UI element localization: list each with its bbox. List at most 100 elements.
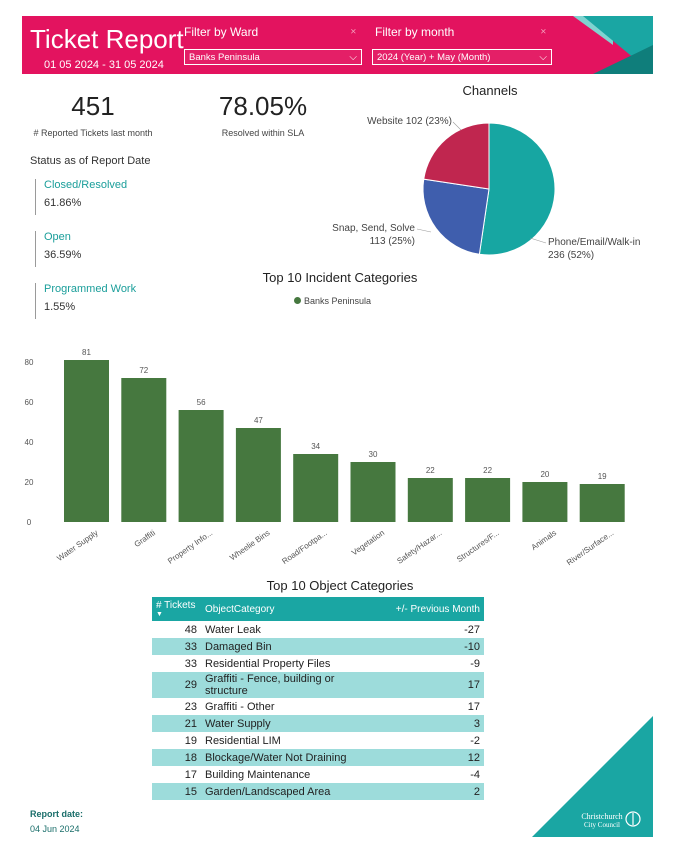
bar-value-label: 47: [254, 416, 263, 425]
bar[interactable]: [64, 360, 109, 522]
sla-value: 78.05%: [218, 91, 308, 121]
cell-tickets: 29: [152, 672, 201, 698]
pie-leader-line: [416, 228, 432, 233]
filter-ward-label: Filter by Ward: [184, 25, 259, 39]
x-tick-label: Animals: [530, 528, 558, 552]
bar[interactable]: [350, 462, 396, 522]
chevron-down-icon: ⌵: [539, 52, 547, 63]
y-tick-label: 80: [25, 358, 34, 367]
ward-dropdown-value: Banks Peninsula: [189, 52, 260, 63]
cell-category: Water Leak: [205, 623, 261, 636]
pie-slice[interactable]: [423, 122, 490, 190]
pie-label: Website 102 (23%): [367, 116, 452, 127]
table-row[interactable]: 19 Residential LIM -2: [152, 732, 484, 749]
x-tick-label: River/Surface...: [565, 528, 615, 567]
y-tick-label: 0: [27, 518, 32, 527]
report-date-value: 04 Jun 2024: [30, 824, 80, 834]
table-row[interactable]: 18 Blockage/Water Not Draining 12: [152, 749, 484, 766]
x-tick-label: Road/Footpa...: [280, 528, 329, 566]
x-tick-label: Safety/Hazar...: [395, 528, 443, 565]
table-row[interactable]: 33 Damaged Bin -10: [152, 638, 484, 655]
cell-tickets: 33: [184, 657, 197, 670]
clear-filter-icon[interactable]: ⨯: [540, 27, 547, 36]
cell-category: Graffiti - Fence, building or structure: [201, 672, 384, 698]
bar[interactable]: [407, 478, 453, 522]
cell-tickets: 23: [184, 700, 197, 713]
x-tick-label: Property Info...: [166, 528, 214, 565]
bar-value-label: 56: [197, 398, 206, 407]
cell-delta: 17: [384, 672, 484, 698]
pie-label: Snap, Send, Solve: [332, 223, 415, 234]
bar-value-label: 72: [139, 366, 148, 375]
cell-category: Building Maintenance: [205, 768, 311, 781]
col-category[interactable]: ObjectCategory: [201, 597, 384, 621]
table-row[interactable]: 21 Water Supply 3: [152, 715, 484, 732]
status-heading: Status as of Report Date: [30, 155, 151, 167]
cell-tickets: 15: [152, 783, 201, 800]
table-title: Top 10 Object Categories: [266, 578, 414, 593]
logo-text-1: Christchurch: [581, 812, 622, 821]
bar[interactable]: [522, 482, 568, 522]
bar-value-label: 22: [426, 466, 435, 475]
incident-bar-chart: 0 20 40 60 80 81 Water Supply 72 Graffiti 56 Prope…: [25, 348, 625, 567]
cell-tickets: 18: [152, 749, 201, 766]
bar[interactable]: [235, 428, 281, 522]
bar[interactable]: [178, 410, 224, 522]
bar-value-label: 34: [311, 442, 320, 451]
cell-tickets: 33: [152, 638, 201, 655]
ward-dropdown[interactable]: Banks Peninsula ⌵: [184, 49, 362, 65]
report-date-label: Report date:: [30, 809, 84, 819]
pie-title: Channels: [462, 83, 518, 98]
pie-leader-line: [452, 121, 462, 131]
cell-delta: -2: [470, 734, 480, 747]
council-emblem-icon: [625, 811, 641, 827]
status-value: 1.55%: [44, 301, 76, 313]
pie-label: 113 (25%): [370, 236, 415, 247]
bar[interactable]: [579, 484, 625, 522]
bar-title: Top 10 Incident Categories: [262, 270, 418, 285]
pie-slice[interactable]: [422, 178, 490, 255]
month-dropdown-value: 2024 (Year) + May (Month): [377, 52, 491, 63]
pie-slice[interactable]: [478, 122, 556, 256]
x-tick-label: Vegetation: [350, 528, 386, 557]
table-row[interactable]: 33 Residential Property Files -9: [152, 655, 484, 672]
report-header: Ticket Report 01 05 2024 - 31 05 2024 Fi…: [22, 16, 653, 74]
bar-value-label: 19: [598, 472, 607, 481]
bar[interactable]: [293, 454, 339, 522]
x-tick-label: Graffiti: [133, 528, 158, 549]
cell-tickets: 19: [184, 734, 197, 747]
logo-text-2: City Council: [584, 821, 620, 829]
table-row[interactable]: 17 Building Maintenance -4: [152, 766, 484, 783]
table-row[interactable]: 15 Garden/Landscaped Area 2: [152, 783, 484, 800]
sort-desc-icon[interactable]: ▼: [156, 611, 163, 618]
clear-filter-icon[interactable]: ⨯: [350, 27, 357, 36]
channels-pie-chart: Phone/Email/Walk-in 236 (52%) Snap, Send, …: [332, 116, 640, 261]
reported-tickets-value: 451: [71, 91, 115, 121]
pie-leader-line: [529, 237, 547, 244]
table-row[interactable]: 29 Graffiti - Fence, building or structur…: [152, 672, 484, 698]
col-delta[interactable]: +/- Previous Month: [384, 597, 484, 621]
col-tickets[interactable]: # Tickets ▼: [152, 597, 201, 621]
y-tick-label: 60: [25, 398, 34, 407]
filter-month-label: Filter by month: [375, 25, 455, 39]
table-row[interactable]: 23 Graffiti - Other 17: [152, 698, 484, 715]
status-name: Closed/Resolved: [44, 179, 128, 191]
status-name: Programmed Work: [44, 283, 137, 295]
status-programmed: Programmed Work 1.55%: [35, 283, 136, 319]
table-row[interactable]: 48 Water Leak -27: [152, 621, 484, 638]
cell-category: Water Supply: [201, 715, 384, 732]
cell-delta: -10: [384, 638, 484, 655]
status-value: 61.86%: [44, 197, 82, 209]
cell-delta: 2: [384, 783, 484, 800]
cell-category: Damaged Bin: [201, 638, 384, 655]
bar[interactable]: [121, 378, 167, 522]
council-logo-corner: Christchurch City Council: [532, 716, 653, 837]
cell-tickets: 48: [184, 623, 197, 636]
bar[interactable]: [465, 478, 511, 522]
bar-legend: Banks Peninsula: [294, 296, 371, 306]
cell-delta: 3: [384, 715, 484, 732]
cell-category: Residential LIM: [205, 734, 281, 747]
legend-dot-icon: [294, 297, 301, 304]
month-dropdown[interactable]: 2024 (Year) + May (Month) ⌵: [372, 49, 552, 65]
cell-delta: 17: [467, 700, 480, 713]
